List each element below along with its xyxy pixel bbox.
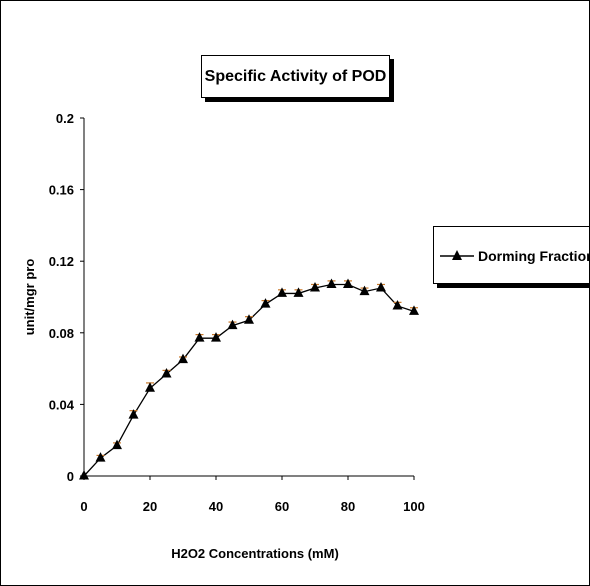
data-point-triangle <box>211 332 221 342</box>
data-point-triangle <box>161 367 172 378</box>
data-point-triangle <box>95 452 106 462</box>
chart-title: Specific Activity of POD <box>204 67 387 85</box>
legend-entry-dorming-fractions: Dorming Fractions <box>478 248 590 264</box>
y-tick-label: 0.2 <box>56 111 74 126</box>
data-point-triangle <box>178 353 188 364</box>
y-tick-label: 0.08 <box>49 326 74 341</box>
x-tick-label: 60 <box>275 499 289 514</box>
y-tick-label: 0 <box>67 469 74 484</box>
data-point-triangle <box>128 409 139 419</box>
y-tick-label: 0.16 <box>49 183 74 198</box>
series-line <box>83 283 415 477</box>
legend: Dorming Fractions <box>433 226 590 284</box>
y-tick-label: 0.12 <box>49 254 74 269</box>
data-point-triangle <box>227 319 238 330</box>
data-point-triangle <box>79 470 89 480</box>
x-tick-label: 20 <box>143 499 157 514</box>
chart-title-box: Specific Activity of POD <box>201 55 390 98</box>
data-point-triangle <box>392 299 403 310</box>
x-tick-label: 100 <box>403 499 425 514</box>
data-point-triangle <box>277 287 287 297</box>
x-tick-label: 0 <box>80 499 87 514</box>
data-point-triangle <box>343 278 353 288</box>
data-point-triangle <box>376 282 386 292</box>
x-axis-title: H2O2 Concentrations (mM) <box>171 546 339 561</box>
data-point-triangle <box>194 332 205 342</box>
data-point-triangle <box>244 314 254 324</box>
data-point-triangle <box>293 287 304 297</box>
data-point-triangle <box>260 298 271 308</box>
data-point-triangle <box>326 278 337 288</box>
legend-swatch-triangle-icon <box>440 250 474 260</box>
data-point-triangle <box>112 439 122 450</box>
x-tick-label: 80 <box>341 499 355 514</box>
y-axis-title: unit/mgr pro <box>22 259 37 336</box>
data-point-triangle <box>310 282 320 292</box>
data-point-triangle <box>409 305 419 315</box>
data-point-triangle <box>359 285 370 296</box>
x-tick-label: 40 <box>209 499 223 514</box>
y-tick-label: 0.04 <box>49 397 75 412</box>
data-point-triangle <box>145 382 155 392</box>
